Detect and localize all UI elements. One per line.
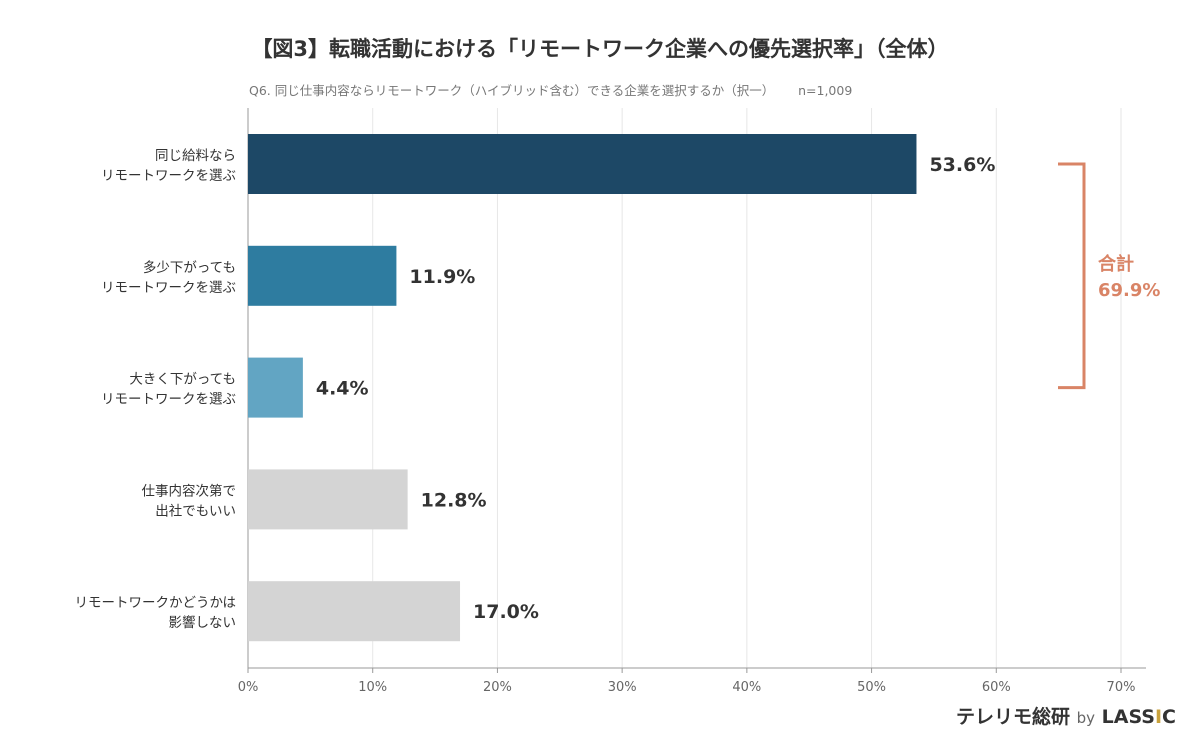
x-tick-label: 40%	[732, 680, 761, 695]
logo: テレリモ総研 by LASSIC	[956, 702, 1176, 729]
data-label: 4.4%	[316, 378, 369, 400]
category-label: リモートワークを選ぶ	[101, 392, 236, 408]
bar	[248, 581, 461, 642]
data-label: 12.8%	[421, 489, 487, 511]
logo-name: テレリモ総研	[955, 706, 1070, 728]
category-label: 大きく下がっても	[129, 372, 236, 388]
category-label: 多少下がっても	[143, 259, 236, 276]
category-label: 出社でもいい	[155, 503, 236, 519]
logo-by: by	[1076, 709, 1096, 727]
total-value: 69.9%	[1098, 280, 1160, 301]
logo-brand-i: I	[1154, 706, 1163, 728]
data-label: 53.6%	[929, 154, 995, 176]
question-text: Q6. 同じ仕事内容ならリモートワーク（ハイブリッド含む）できる企業を選択するか…	[249, 83, 775, 98]
data-label: 11.9%	[409, 266, 475, 288]
x-tick-label: 60%	[982, 680, 1011, 695]
category-label: リモートワークを選ぶ	[101, 168, 236, 184]
total-label: 合計	[1098, 253, 1134, 275]
x-tick-label: 20%	[483, 680, 512, 695]
data-label: 17.0%	[473, 601, 539, 623]
category-label: リモートワークを選ぶ	[101, 280, 236, 296]
total-bracket	[1058, 162, 1086, 390]
bar	[248, 469, 408, 530]
x-tick-label: 50%	[857, 680, 886, 695]
chart-subtitle: Q6. 同じ仕事内容ならリモートワーク（ハイブリッド含む）できる企業を選択するか…	[249, 80, 852, 99]
category-label: 影響しない	[169, 614, 237, 631]
category-label: リモートワークかどうかは	[75, 595, 236, 611]
bar	[248, 134, 917, 194]
x-tick-label: 10%	[358, 680, 387, 695]
x-tick-label: 30%	[608, 680, 637, 695]
bar	[248, 245, 397, 306]
x-tick-label: 0%	[238, 680, 259, 695]
sample-size: n=1,009	[798, 83, 853, 98]
x-tick-label: 70%	[1107, 680, 1136, 695]
logo-brand-c: C	[1162, 706, 1176, 728]
category-label: 同じ給料なら	[155, 148, 236, 164]
logo-brand: LASS	[1101, 706, 1155, 728]
chart-title: 【図3】転職活動における「リモートワーク企業への優先選択率」（全体）	[251, 37, 949, 61]
category-label: 仕事内容次第で	[142, 482, 237, 499]
bar	[248, 357, 303, 418]
